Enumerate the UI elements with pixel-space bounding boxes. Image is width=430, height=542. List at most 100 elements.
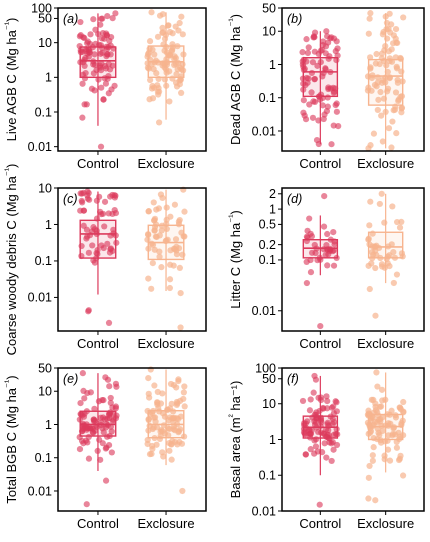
- panel-2-control-point: [316, 96, 324, 103]
- panel-5-control-point: [99, 425, 106, 432]
- panel-2-control-point: [303, 36, 310, 43]
- panel-2-exclosure-point: [382, 13, 389, 20]
- panel-3-exclosure-point: [177, 290, 184, 297]
- panel-5-exclosure-point: [175, 429, 182, 436]
- panel-5-control-point: [79, 370, 86, 377]
- panel-1-control-point: [90, 16, 97, 23]
- panel-6-exclosure-point: [382, 396, 389, 403]
- panel-1-control-point: [100, 96, 107, 103]
- panel-3-exclosure-point: [150, 199, 157, 206]
- panel-2-exclosure-point: [367, 10, 374, 17]
- panel-1-ytick-label: 10: [38, 36, 52, 50]
- panel-6-control-point: [307, 430, 314, 437]
- panel-2-exclosure-point: [400, 14, 407, 21]
- panel-2-control-point: [334, 45, 341, 52]
- panel-1-control-point: [98, 84, 105, 91]
- panel-5-xtick-exclosure: Exclosure: [138, 516, 195, 531]
- panel-4-control-point: [331, 241, 338, 248]
- panel-3-control-point: [79, 199, 86, 206]
- panel-1-exclosure-point: [159, 62, 166, 69]
- panel-2-exclosure-point: [372, 60, 379, 67]
- panel-3-control-point: [77, 190, 84, 197]
- panel-1-control-point: [91, 51, 98, 58]
- panel-5-control-point: [105, 412, 113, 419]
- panel-2-exclosure-point: [380, 95, 388, 102]
- panel-2-exclosure-point: [385, 125, 393, 132]
- panel-2-control-point: [300, 97, 307, 104]
- panel-2-exclosure-point: [393, 63, 400, 70]
- panel-4-control-point: [307, 230, 314, 237]
- panel-6-exclosure-point: [388, 407, 395, 414]
- panel-6-control-point: [311, 437, 318, 444]
- panel-5-ytick-label: 0.1: [35, 451, 52, 465]
- panel-4-control-point: [320, 223, 328, 230]
- panel-2: Control Exclosure 0.01 0.1 1 10 50 (b) Dead AGB …: [227, 1, 425, 171]
- panel-5-ytick-label: 10: [38, 385, 52, 399]
- panel-4-exclosure-point: [393, 218, 401, 226]
- panel-3-exclosure-point: [158, 227, 165, 234]
- panel-3-control-point: [104, 240, 111, 247]
- panel-3-exclosure-point: [176, 264, 183, 271]
- panel-5-control-point: [80, 387, 87, 394]
- panel-3-control-point: [98, 211, 105, 218]
- panel-2-exclosure-point: [365, 30, 372, 37]
- panel-3-exclosure-point: [156, 248, 163, 255]
- panel-2-control-point: [304, 79, 311, 86]
- panel-5-frame: [57, 367, 207, 512]
- panel-2-control-point: [328, 141, 335, 148]
- panel-5-control-point: [110, 416, 117, 423]
- panel-4-ytick-label: 0.2: [259, 238, 276, 252]
- panel-6-ylabel: Basal area (m² ha⁻¹): [227, 381, 243, 499]
- panel-4-control-point: [306, 215, 313, 222]
- panel-1-exclosure-point: [176, 19, 183, 27]
- panel-3-control-point: [84, 195, 91, 202]
- panel-4-label: (d): [287, 192, 302, 206]
- panel-5-control-point: [91, 405, 98, 412]
- panel-2-exclosure-point: [374, 106, 381, 114]
- panel-3-exclosure-point: [181, 208, 188, 215]
- panel-3-control-point: [93, 197, 101, 204]
- panel-1-control-point: [79, 80, 86, 87]
- panel-3-control-point: [77, 207, 84, 214]
- panel-1-exclosure-point: [166, 68, 173, 75]
- panel-6-control-point: [333, 408, 340, 415]
- panel-2-exclosure-point: [367, 54, 374, 61]
- panel-6-control-point: [312, 443, 320, 450]
- panel-1-control-point: [85, 46, 92, 53]
- panel-2-exclosure-point: [392, 89, 400, 96]
- panel-3-control-point: [98, 242, 105, 249]
- panel-2-control-point: [323, 28, 330, 35]
- panel-3-control-point: [101, 198, 109, 205]
- panel-2-control-point: [320, 115, 327, 123]
- panel-6-exclosure-point: [384, 446, 392, 453]
- panel-3-exclosure-point: [178, 229, 185, 236]
- panel-3-control-point: [109, 191, 116, 199]
- panel-6-control-point: [316, 501, 323, 508]
- panel-5-exclosure-point: [168, 456, 175, 463]
- panel-2-ytick-label: 0.1: [259, 91, 276, 105]
- panel-5-control-point: [102, 374, 109, 381]
- panel-6-exclosure-point: [369, 457, 376, 464]
- panel-6-control-point: [312, 376, 320, 383]
- panel-1-control-point: [92, 40, 99, 48]
- panel-6-control-point: [307, 446, 314, 453]
- panel-2-exclosure-point: [375, 96, 382, 103]
- panel-2-control-point: [311, 76, 318, 83]
- panel-2-exclosure-point: [384, 68, 391, 76]
- panel-2-control-point: [314, 62, 321, 69]
- panel-5-control-point: [109, 404, 116, 411]
- panel-5-control-box: [79, 410, 117, 437]
- panel-6-control-point: [330, 419, 337, 426]
- panel-1-exclosure-point: [174, 66, 181, 73]
- panel-2-exclosure-point: [390, 32, 397, 39]
- panel-2-control-point: [325, 85, 332, 93]
- panel-1-exclosure-point: [178, 89, 185, 96]
- panel-3-exclosure-point: [175, 218, 182, 225]
- panel-5-exclosure-point: [151, 414, 159, 421]
- panel-4-control-point: [314, 257, 321, 264]
- panel-4-control-point: [321, 193, 328, 200]
- panel-6-exclosure-point: [365, 474, 372, 481]
- panel-5-control-point: [100, 414, 107, 421]
- panel-4-exclosure-point: [386, 262, 393, 270]
- panel-1-exclosure-point: [173, 83, 181, 90]
